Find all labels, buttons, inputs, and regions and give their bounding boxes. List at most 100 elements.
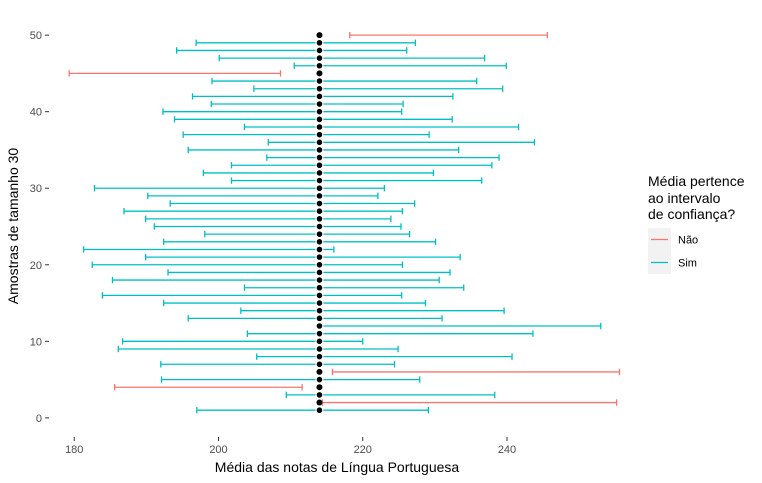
legend-title-line-1: Média pertence	[648, 173, 745, 189]
legend-entries: Não Sim	[648, 228, 698, 274]
interval-layer	[68, 31, 621, 414]
mean-point-9	[315, 344, 324, 353]
x-tick-label-220: 220	[354, 444, 372, 456]
mean-point-40	[315, 107, 324, 116]
interval-23	[163, 238, 437, 246]
interval-1	[196, 407, 430, 414]
y-tick-label-20: 20	[30, 260, 42, 272]
interval-11	[246, 330, 534, 337]
mean-point-49	[315, 38, 324, 47]
interval-16	[101, 292, 403, 299]
mean-point-11	[315, 329, 324, 338]
interval-31	[230, 177, 483, 184]
mean-point-23	[315, 237, 324, 246]
interval-4	[113, 384, 303, 391]
mean-point-30	[315, 184, 324, 193]
mean-point-41	[315, 100, 324, 109]
mean-point-32	[315, 168, 324, 177]
mean-point-22	[315, 245, 324, 254]
mean-point-layer	[315, 32, 324, 415]
legend-entry-sim: Sim	[648, 251, 697, 274]
mean-point-7	[315, 360, 324, 369]
interval-7	[160, 361, 396, 368]
y-tick-label-40: 40	[30, 107, 42, 119]
interval-50	[349, 31, 549, 39]
interval-34	[266, 154, 500, 161]
mean-point-36	[315, 138, 324, 147]
mean-point-25	[315, 222, 324, 231]
interval-28	[169, 200, 416, 207]
mean-point-31	[315, 176, 324, 185]
interval-45	[68, 70, 282, 77]
mean-point-48	[315, 46, 324, 55]
interval-38	[243, 123, 520, 131]
mean-point-50	[316, 32, 323, 39]
legend: Média pertence ao intervalo de confiança…	[648, 173, 745, 274]
interval-15	[163, 299, 427, 307]
mean-point-43	[315, 84, 324, 93]
mean-point-39	[315, 115, 324, 124]
y-tick-label-10: 10	[30, 336, 42, 348]
mean-point-47	[315, 54, 324, 63]
mean-point-3	[315, 390, 324, 399]
interval-29	[147, 192, 379, 200]
legend-label: Não	[678, 235, 698, 247]
mean-point-16	[315, 291, 324, 300]
interval-49	[195, 39, 417, 46]
mean-point-2	[316, 399, 323, 406]
x-tick-label-240: 240	[498, 444, 516, 456]
mean-point-28	[315, 199, 324, 208]
interval-25	[153, 223, 402, 230]
x-axis: 180 200 220 240	[65, 437, 516, 456]
legend-label: Sim	[678, 258, 697, 270]
y-tick-label-50: 50	[30, 30, 42, 42]
interval-9	[117, 345, 399, 353]
y-tick-label-0: 0	[36, 413, 42, 425]
legend-entry-nao: Não	[648, 228, 698, 251]
interval-14	[240, 307, 505, 314]
interval-26	[144, 215, 392, 223]
mean-point-29	[315, 191, 324, 200]
interval-19	[167, 269, 451, 276]
mean-point-8	[315, 352, 324, 361]
mean-point-21	[315, 253, 324, 262]
mean-point-37	[315, 130, 324, 139]
mean-point-46	[315, 61, 324, 70]
y-axis: 0 10 20 30 40 50	[30, 30, 49, 425]
mean-point-33	[315, 161, 324, 170]
mean-point-10	[315, 337, 324, 346]
mean-point-27	[315, 207, 324, 216]
interval-46	[293, 62, 507, 69]
interval-48	[176, 47, 408, 54]
y-axis-title: Amostras de tamanho 30	[5, 148, 21, 305]
interval-36	[267, 139, 536, 146]
interval-8	[256, 353, 513, 360]
mean-point-35	[315, 145, 324, 154]
interval-5	[160, 376, 421, 383]
y-tick-label-30: 30	[30, 183, 42, 195]
interval-43	[253, 85, 504, 92]
x-axis-title: Média das notas de Língua Portuguesa	[215, 459, 460, 475]
mean-point-44	[315, 77, 324, 86]
mean-point-13	[315, 314, 324, 323]
interval-39	[173, 116, 453, 123]
mean-point-15	[315, 299, 324, 308]
interval-47	[218, 54, 486, 62]
mean-point-18	[315, 276, 324, 285]
mean-point-5	[315, 375, 324, 384]
interval-18	[111, 276, 440, 284]
interval-13	[187, 315, 443, 322]
interval-44	[211, 77, 478, 85]
legend-title-line-3: de confiança?	[648, 206, 735, 222]
mean-point-24	[315, 230, 324, 239]
plot-area	[68, 31, 621, 415]
mean-point-17	[315, 283, 324, 292]
mean-point-6	[316, 368, 323, 375]
mean-point-26	[315, 214, 324, 223]
mean-point-1	[315, 406, 324, 415]
interval-33	[230, 162, 493, 169]
interval-30	[93, 185, 386, 192]
mean-point-45	[316, 70, 323, 77]
interval-20	[91, 261, 404, 268]
